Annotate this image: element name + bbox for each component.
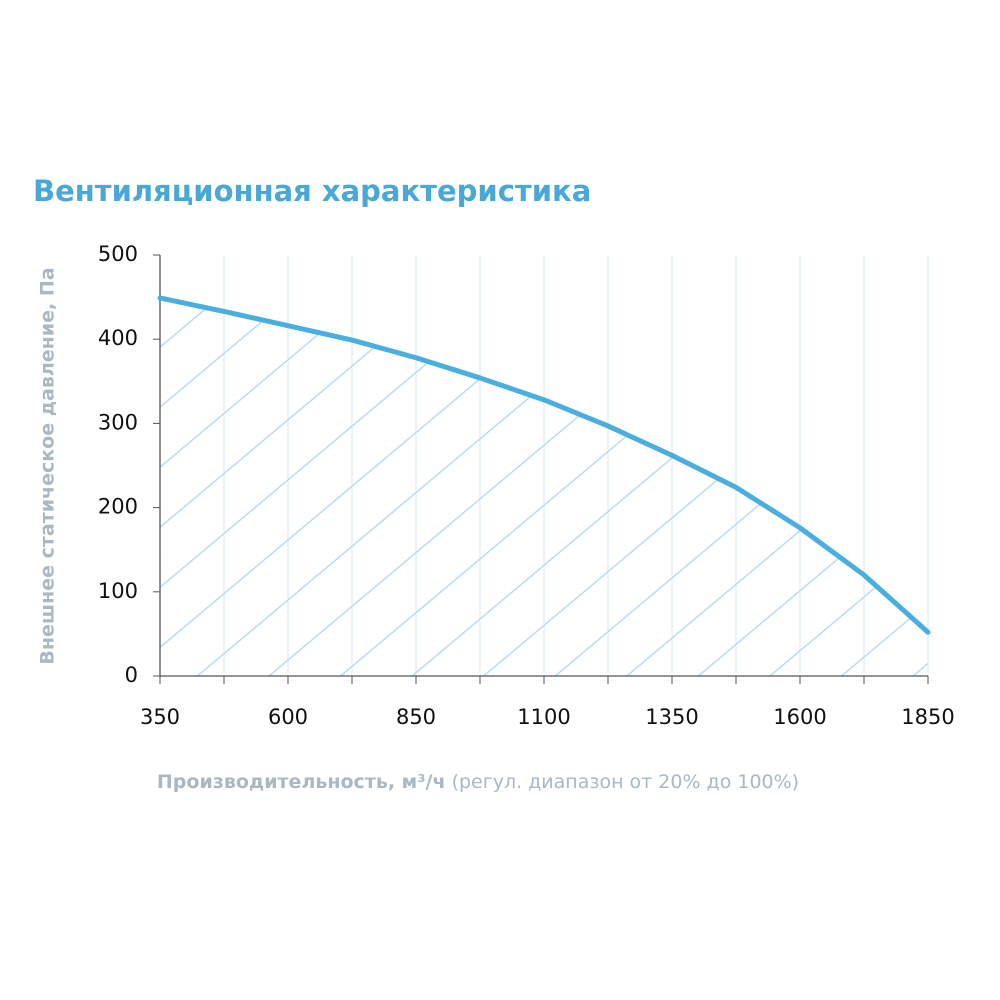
x-tick-label: 350: [140, 705, 180, 729]
x-tick-label: 850: [396, 705, 436, 729]
x-tick-label: 1600: [773, 705, 826, 729]
y-tick-label: 100: [98, 579, 138, 603]
x-tick-label: 1850: [901, 705, 954, 729]
x-axis-label: Производительность, м³/ч (регул. диапазо…: [157, 771, 799, 793]
y-tick-label: 300: [98, 410, 138, 434]
y-tick-label: 0: [125, 663, 138, 687]
x-tick-label: 1100: [517, 705, 570, 729]
x-axis-note: (регул. диапазон от 20% до 100%): [452, 771, 800, 793]
x-tick-label: 1350: [645, 705, 698, 729]
y-tick-label: 500: [98, 242, 138, 266]
y-tick-label: 400: [98, 326, 138, 350]
curve: [157, 295, 931, 635]
chart-title: Вентиляционная характеристика: [33, 174, 591, 208]
y-axis-label: Внешнее статическое давление, Па: [37, 267, 59, 664]
x-tick-label: 600: [268, 705, 308, 729]
x-axis-title: Производительность, м³/ч: [157, 771, 446, 793]
y-tick-label: 200: [98, 495, 138, 519]
